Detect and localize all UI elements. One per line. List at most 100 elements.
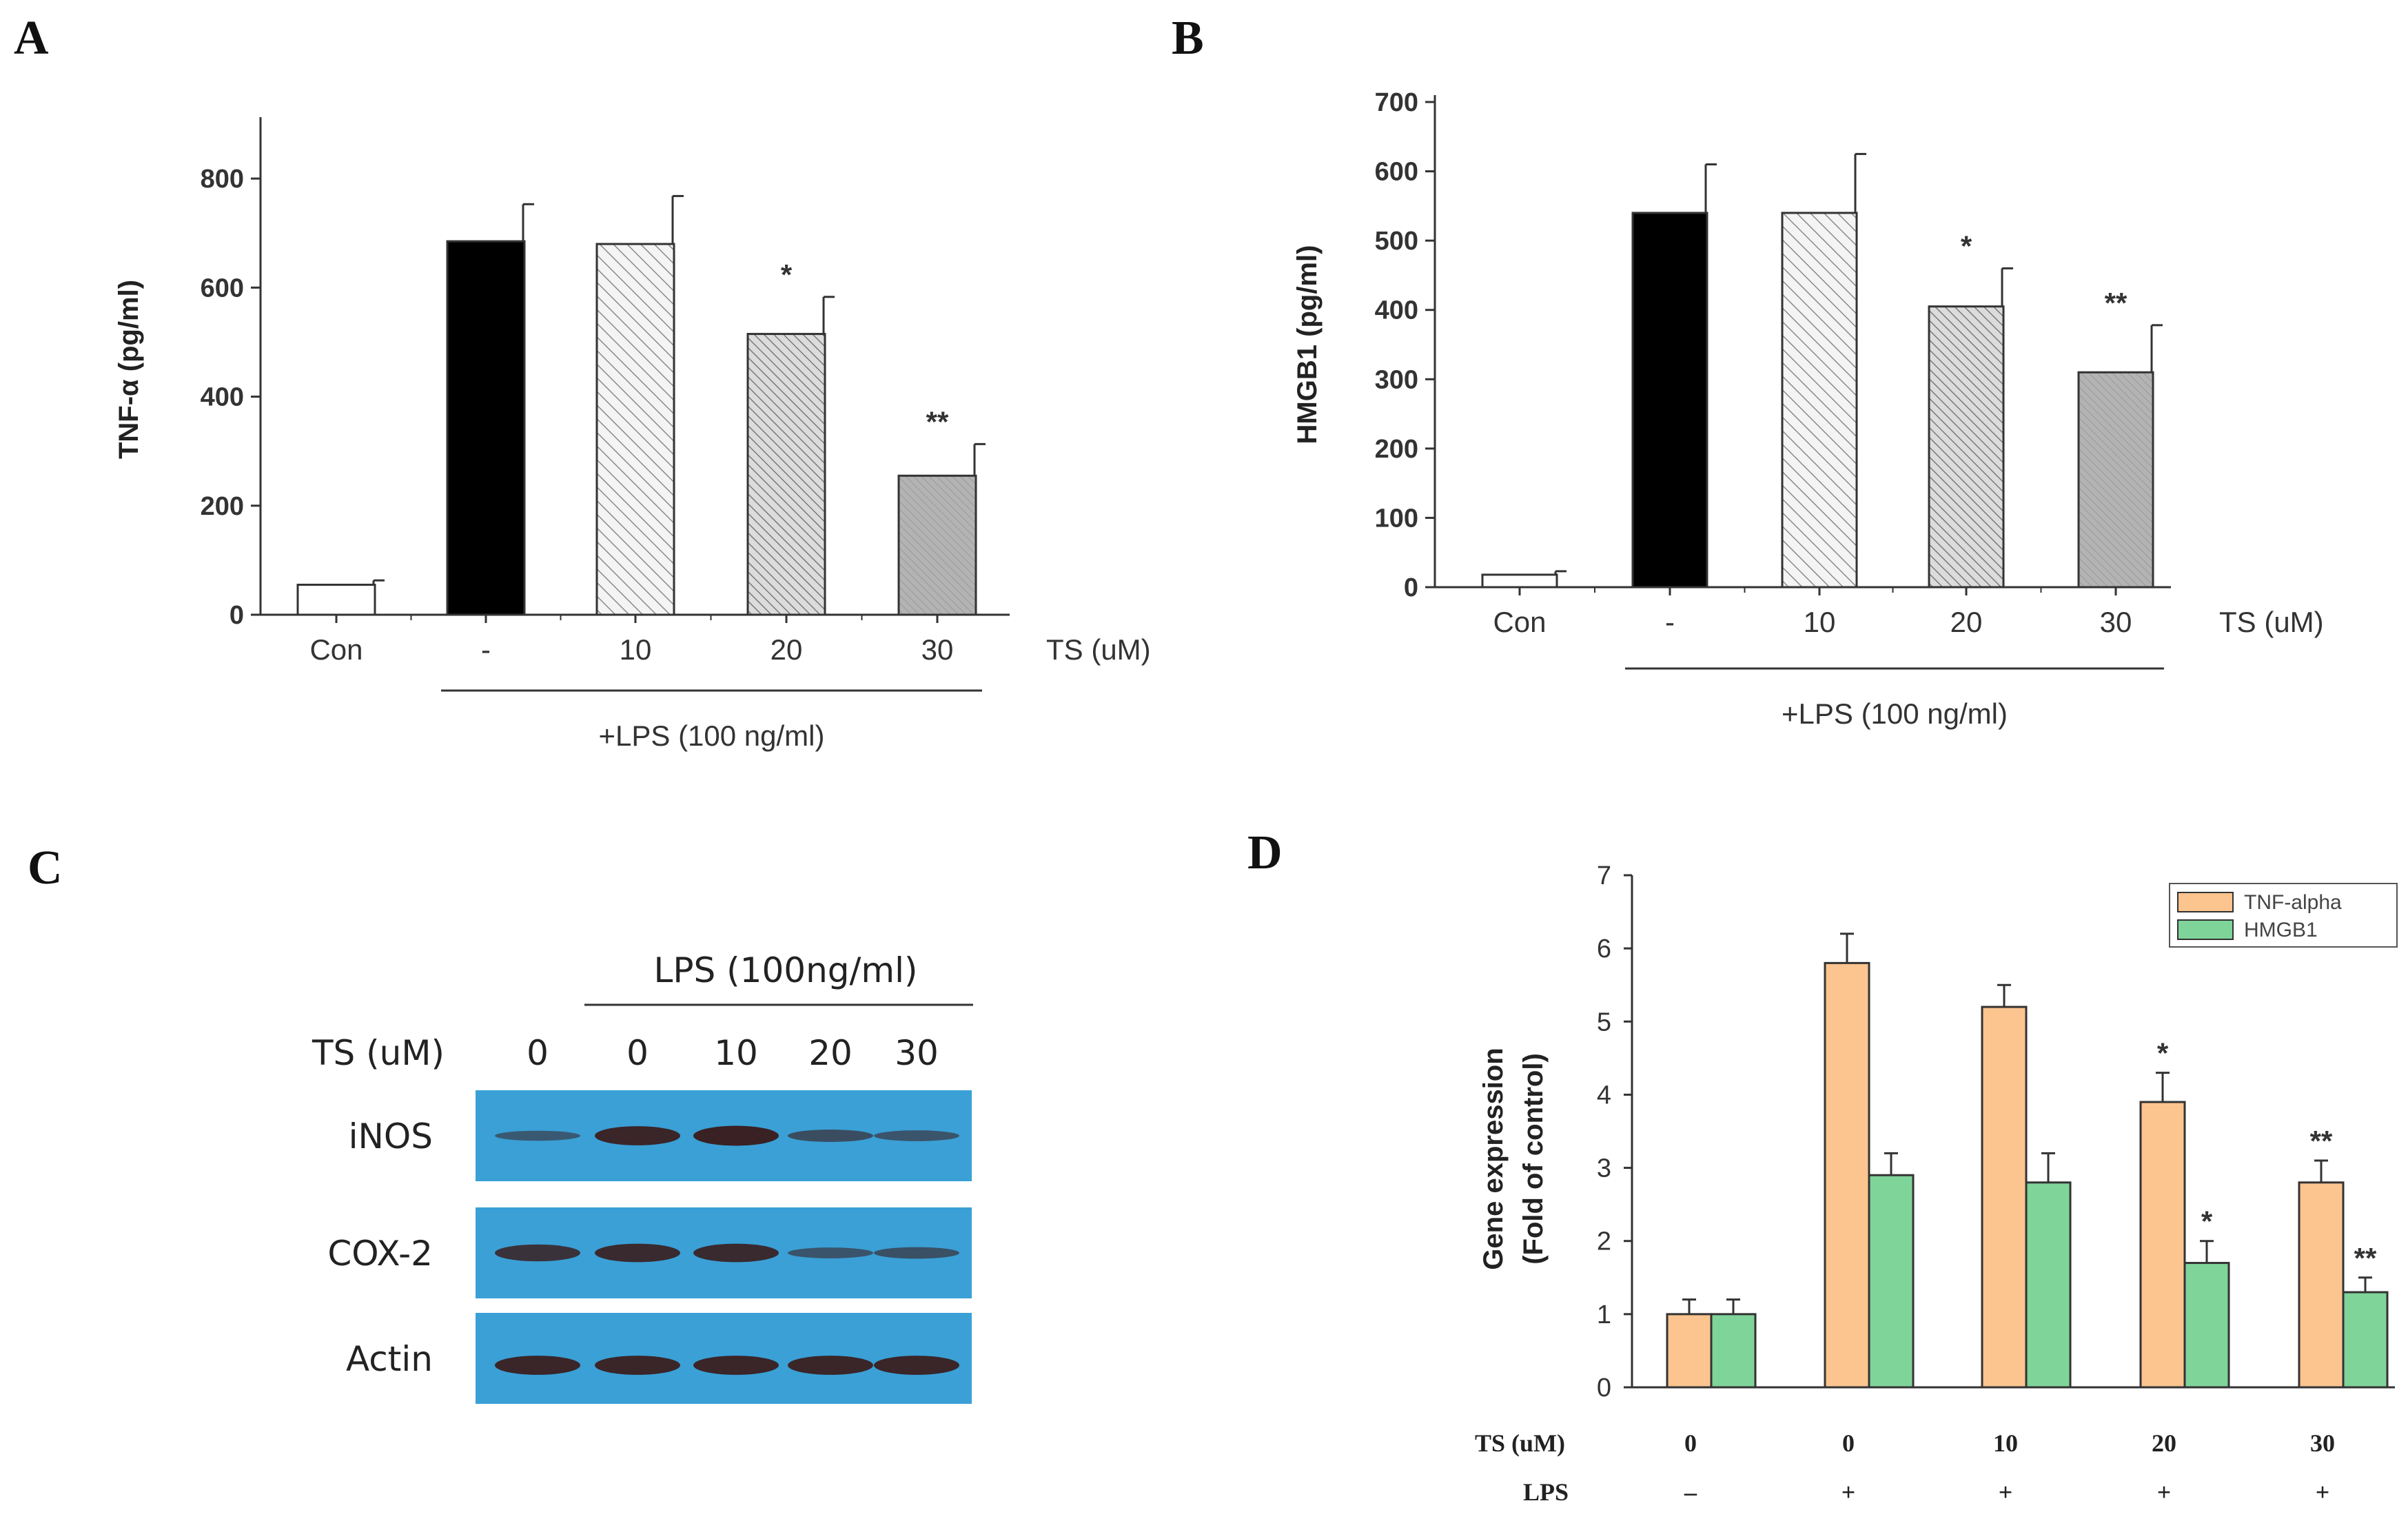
- blot-row-label: COX-2: [327, 1234, 433, 1274]
- bar: [2342, 1291, 2389, 1389]
- x-tick-label: 30: [2100, 606, 2132, 638]
- y-tick-label: 600: [1375, 158, 1418, 187]
- bar: [2139, 1101, 2186, 1389]
- x-axis-title: TS (uM): [1046, 633, 1151, 666]
- bar: [1981, 1006, 2028, 1389]
- blot-lane-label: 10: [714, 1033, 758, 1073]
- blot-lane-label: 30: [895, 1033, 939, 1073]
- legend-label: TNF-alpha: [2244, 891, 2342, 914]
- x-tick-label: -: [481, 633, 491, 666]
- x-tick-label: 20: [771, 633, 803, 666]
- ts-dose-label: 0: [1842, 1429, 1855, 1457]
- y-axis-title: HMGB1 (pg/ml): [1292, 245, 1323, 445]
- ts-dose-label: 10: [1993, 1429, 2018, 1457]
- blot-lane-label: 20: [808, 1033, 853, 1073]
- significance-label: *: [2157, 1037, 2169, 1070]
- bar: [595, 243, 675, 616]
- panel-letter-a: A: [14, 12, 49, 65]
- bar: [296, 583, 376, 616]
- bar: [1631, 212, 1708, 589]
- ts-dose-label: 30: [2310, 1429, 2335, 1457]
- y-tick-label: 3: [1597, 1154, 1611, 1183]
- blot-band: [693, 1243, 779, 1263]
- row-label-lps: LPS: [1523, 1478, 1569, 1506]
- panel-letter-b: B: [1172, 12, 1204, 65]
- bar: [2077, 371, 2154, 589]
- blot-band: [595, 1243, 680, 1263]
- blot-lps-header: LPS (100ng/ml): [654, 950, 918, 990]
- y-tick-label: 200: [1375, 435, 1418, 464]
- y-tick-label: 4: [1597, 1081, 1611, 1110]
- y-tick-label: 400: [201, 383, 244, 412]
- y-tick-label: 100: [1375, 504, 1418, 533]
- x-tick-label: 20: [1950, 606, 1983, 638]
- blot-band: [693, 1356, 779, 1375]
- ts-dose-label: 20: [2152, 1429, 2176, 1457]
- significance-label: *: [781, 258, 793, 291]
- legend: TNF-alpha HMGB1: [2169, 883, 2398, 948]
- blot-band: [495, 1130, 580, 1141]
- y-tick-label: 0: [1597, 1374, 1611, 1402]
- bar: [446, 240, 526, 616]
- lps-status-label: +: [1841, 1478, 1856, 1506]
- y-axis-title: TNF-α (pg/ml): [114, 280, 144, 459]
- legend-swatch: [2177, 919, 2234, 940]
- y-axis-title-line1: Gene expression: [1478, 1048, 1509, 1269]
- bar: [2183, 1262, 2230, 1389]
- blot-band: [874, 1356, 959, 1375]
- blot-ts-label: TS (uM): [312, 1033, 445, 1073]
- blot-band: [788, 1356, 873, 1375]
- bar: [1666, 1313, 1713, 1389]
- chart-panel-a: 0 200 400 600 800 TNF-α (pg/ml) Con - 10 20 * 30 ** T…: [114, 117, 1151, 752]
- significance-label: **: [2354, 1242, 2377, 1274]
- chart-panel-d: 0 1 2 3 4 5 6 7 Gene expression (Fold of control)…: [1475, 861, 2398, 1506]
- panel-letter-d: D: [1247, 826, 1283, 879]
- y-tick-label: 2: [1597, 1227, 1611, 1256]
- blot-band: [788, 1130, 873, 1142]
- bar: [1824, 961, 1870, 1389]
- bar: [1868, 1174, 1915, 1389]
- y-tick-label: 300: [1375, 365, 1418, 394]
- y-axis-title-line2: (Fold of control): [1518, 1053, 1549, 1265]
- blot-band: [693, 1125, 779, 1146]
- chart-panel-b: 0 100 200 300 400 500 600 700 HMGB1 (pg/ml) Con - 1…: [1292, 88, 2324, 730]
- lps-status-label: +: [2316, 1478, 2330, 1506]
- bar: [1710, 1313, 1757, 1389]
- lps-status-label: +: [2157, 1478, 2172, 1506]
- y-tick-label: 1: [1597, 1300, 1611, 1329]
- blot-band: [495, 1356, 580, 1375]
- x-tick-label: 30: [921, 633, 954, 666]
- blot-band: [595, 1356, 680, 1375]
- bar: [1481, 573, 1558, 589]
- bar: [746, 333, 826, 616]
- blot-row-label: iNOS: [349, 1116, 433, 1156]
- row-label-ts: TS (uM): [1475, 1429, 1565, 1457]
- legend-label: HMGB1: [2244, 919, 2318, 941]
- y-tick-label: 5: [1597, 1008, 1611, 1037]
- blot-row-label: Actin: [346, 1339, 433, 1379]
- x-tick-label: 10: [620, 633, 652, 666]
- blot-lane-label: 0: [527, 1033, 549, 1073]
- y-tick-label: 6: [1597, 935, 1611, 963]
- blot-band: [874, 1130, 959, 1141]
- x-tick-label: -: [1665, 606, 1675, 638]
- legend-swatch: [2177, 892, 2234, 912]
- x-axis-title: TS (uM): [2219, 606, 2324, 638]
- significance-label: **: [926, 405, 949, 438]
- y-tick-label: 800: [201, 165, 244, 194]
- bar: [2025, 1181, 2072, 1389]
- lps-status-label: –: [1684, 1478, 1697, 1506]
- blot-band: [595, 1126, 680, 1145]
- significance-label: *: [1961, 229, 1972, 262]
- y-tick-label: 600: [201, 274, 244, 303]
- significance-label: **: [2310, 1125, 2333, 1157]
- lps-group-label: +LPS (100 ng/ml): [598, 719, 824, 752]
- lps-group-label: +LPS (100 ng/ml): [1782, 697, 2008, 730]
- y-tick-label: 0: [1404, 573, 1418, 602]
- blot-band: [788, 1247, 873, 1258]
- bar: [1781, 212, 1858, 589]
- lps-status-label: +: [1999, 1478, 2013, 1506]
- x-tick-label: 10: [1804, 606, 1836, 638]
- bar: [897, 474, 977, 616]
